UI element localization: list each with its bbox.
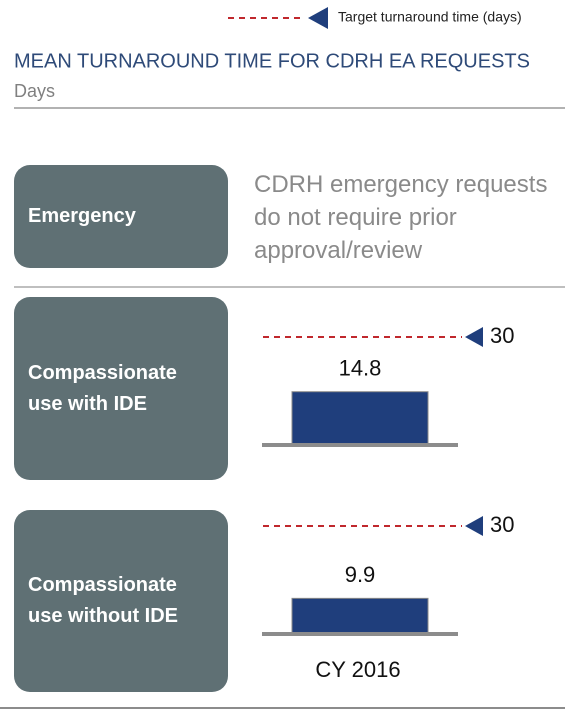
bar [291,391,429,446]
target-label: 30 [490,512,514,537]
category-panel [14,297,228,480]
category-panel [14,165,228,268]
target-marker [465,516,483,536]
legend-label: Target turnaround time (days) [338,9,522,25]
x-label: CY 2016 [315,657,400,682]
value-label: 9.9 [345,562,376,587]
category-label: Compassionate use without IDE [28,574,178,627]
chart-title: MEAN TURNAROUND TIME FOR CDRH EA REQUEST… [14,50,530,72]
target-label: 30 [490,323,514,348]
note: CDRH emergency requests do not require p… [254,171,548,264]
category-panel [14,510,228,692]
chart-subtitle: Days [14,81,55,101]
category-label: Emergency [28,205,136,227]
bar [291,597,429,635]
category-label: Compassionate use with IDE [28,361,177,415]
target-marker [465,327,483,347]
value-label: 14.8 [339,356,382,381]
legend-marker [308,7,328,29]
